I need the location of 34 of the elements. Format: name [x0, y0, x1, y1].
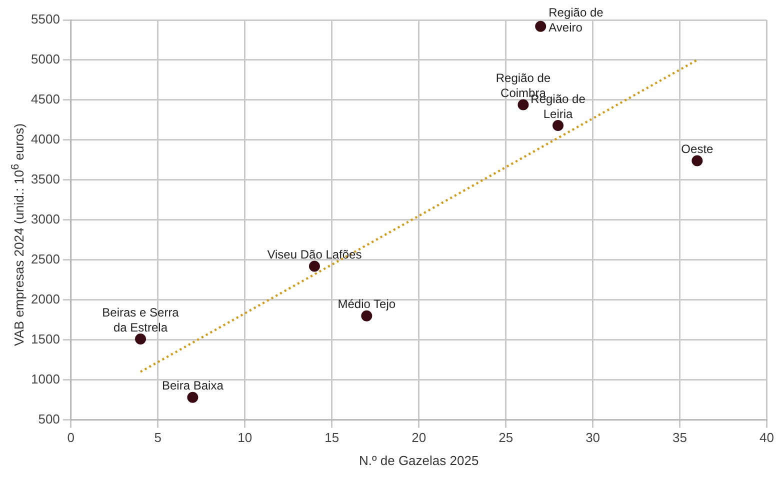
x-tick-label: 30: [586, 430, 600, 446]
point: [187, 392, 198, 403]
y-tick-label: 4500: [31, 92, 60, 107]
y-tick-label: 5000: [31, 52, 60, 67]
point: [535, 20, 546, 32]
y-tick-label: 3500: [31, 172, 60, 186]
x-tick-label: 25: [498, 430, 514, 446]
series-label: Região de Aveiro: [548, 6, 604, 35]
point: [552, 120, 564, 132]
y-tick-label: 3000: [31, 211, 60, 226]
x-tick-label: 15: [324, 430, 340, 446]
point: [135, 334, 146, 345]
x-tick-label: 0: [67, 430, 75, 446]
series-label: Oeste: [681, 142, 714, 156]
y-tick-label: 2000: [31, 291, 60, 306]
y-tick-label: 500: [38, 411, 60, 426]
x-tick-label: 10: [238, 430, 252, 446]
point: [692, 155, 703, 166]
series-label: Beiras e Serra da Estrela: [102, 305, 180, 334]
y-tick-label: 5500: [31, 12, 60, 27]
point: [518, 99, 529, 110]
x-tick-label: 35: [672, 430, 688, 446]
series-label: Beira Baixa: [162, 378, 224, 393]
point: [308, 260, 320, 272]
y-tick-label: 2500: [31, 251, 60, 266]
x-tick-label: 40: [760, 430, 774, 446]
x-axis-title: N.º de Gazelas 2025: [359, 452, 479, 468]
y-tick-label: 4000: [31, 132, 60, 147]
x-tick-label: 5: [154, 430, 162, 446]
y-tick-label: 1000: [31, 371, 60, 386]
series-label: Médio Tejo: [338, 297, 396, 312]
y-tick-label: 1500: [31, 331, 60, 346]
point: [361, 310, 372, 322]
x-tick-label: 20: [412, 430, 426, 446]
